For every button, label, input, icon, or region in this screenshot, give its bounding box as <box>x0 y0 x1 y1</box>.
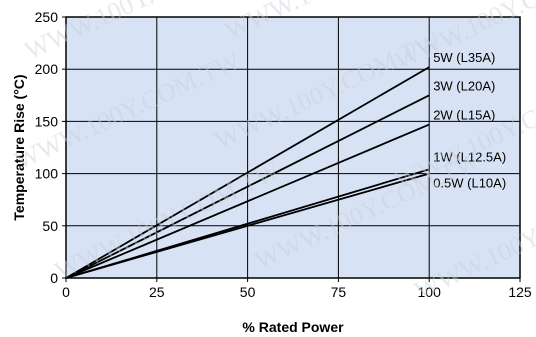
y-tick-label: 100 <box>35 166 59 182</box>
y-tick-label: 200 <box>35 61 59 77</box>
y-tick-label: 150 <box>35 113 59 129</box>
y-tick-label: 250 <box>35 9 59 25</box>
series-lines <box>65 66 430 279</box>
x-tick-label: 75 <box>331 284 347 300</box>
x-tick-label: 100 <box>418 284 442 300</box>
series-line <box>65 123 430 279</box>
x-axis-title: % Rated Power <box>242 319 344 335</box>
x-tick-label: 0 <box>62 284 70 300</box>
y-tick-label: 0 <box>50 270 58 286</box>
x-tick-label: 50 <box>240 284 256 300</box>
x-axis-ticks: 0 25 50 75 100 125 <box>62 278 532 300</box>
y-axis-ticks: 0 50 100 150 200 250 <box>35 9 66 286</box>
series-label: 3W (L20A) <box>433 78 495 93</box>
y-tick-label: 50 <box>42 218 58 234</box>
x-tick-label: 25 <box>149 284 165 300</box>
series-line <box>65 94 430 279</box>
series-label: 5W (L35A) <box>433 50 495 65</box>
series-line <box>65 66 430 279</box>
grid <box>66 17 520 278</box>
y-axis-title: Temperature Rise (°C) <box>11 74 27 220</box>
series-labels: 5W (L35A) 3W (L20A) 2W (L15A) 1W (L12.5A) 0.… <box>433 50 506 190</box>
series-label: 2W (L15A) <box>433 108 495 123</box>
series-line <box>65 172 430 279</box>
series-label: 1W (L12.5A) <box>433 149 506 164</box>
x-tick-label: 125 <box>508 284 532 300</box>
series-label: 0.5W (L10A) <box>433 176 506 191</box>
plot-frame <box>65 16 521 279</box>
